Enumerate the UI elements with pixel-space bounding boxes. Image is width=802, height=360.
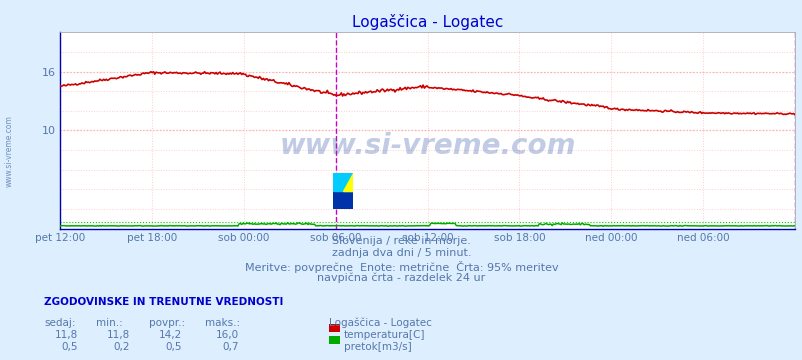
Text: pretok[m3/s]: pretok[m3/s]	[343, 342, 411, 352]
Text: 16,0: 16,0	[215, 330, 238, 340]
Text: 0,2: 0,2	[113, 342, 130, 352]
Text: 11,8: 11,8	[55, 330, 78, 340]
Text: temperatura[C]: temperatura[C]	[343, 330, 424, 340]
Text: 0,7: 0,7	[221, 342, 238, 352]
Text: zadnja dva dni / 5 minut.: zadnja dva dni / 5 minut.	[331, 248, 471, 258]
Polygon shape	[343, 173, 353, 191]
Text: ZGODOVINSKE IN TRENUTNE VREDNOSTI: ZGODOVINSKE IN TRENUTNE VREDNOSTI	[44, 297, 283, 307]
Text: 0,5: 0,5	[61, 342, 78, 352]
Text: Logaščica - Logatec: Logaščica - Logatec	[329, 318, 431, 328]
Text: navpična črta - razdelek 24 ur: navpična črta - razdelek 24 ur	[317, 273, 485, 283]
Text: 14,2: 14,2	[159, 330, 182, 340]
Text: www.si-vreme.com: www.si-vreme.com	[5, 115, 14, 187]
Text: min.:: min.:	[96, 318, 123, 328]
Text: povpr.:: povpr.:	[148, 318, 184, 328]
Title: Logaščica - Logatec: Logaščica - Logatec	[351, 14, 503, 30]
Text: sedaj:: sedaj:	[44, 318, 75, 328]
Polygon shape	[333, 173, 353, 191]
Text: www.si-vreme.com: www.si-vreme.com	[279, 132, 575, 160]
Text: 11,8: 11,8	[107, 330, 130, 340]
Text: Slovenija / reke in morje.: Slovenija / reke in morje.	[332, 236, 470, 246]
Text: Meritve: povprečne  Enote: metrične  Črta: 95% meritev: Meritve: povprečne Enote: metrične Črta:…	[245, 261, 557, 273]
Text: 0,5: 0,5	[165, 342, 182, 352]
Text: maks.:: maks.:	[205, 318, 240, 328]
